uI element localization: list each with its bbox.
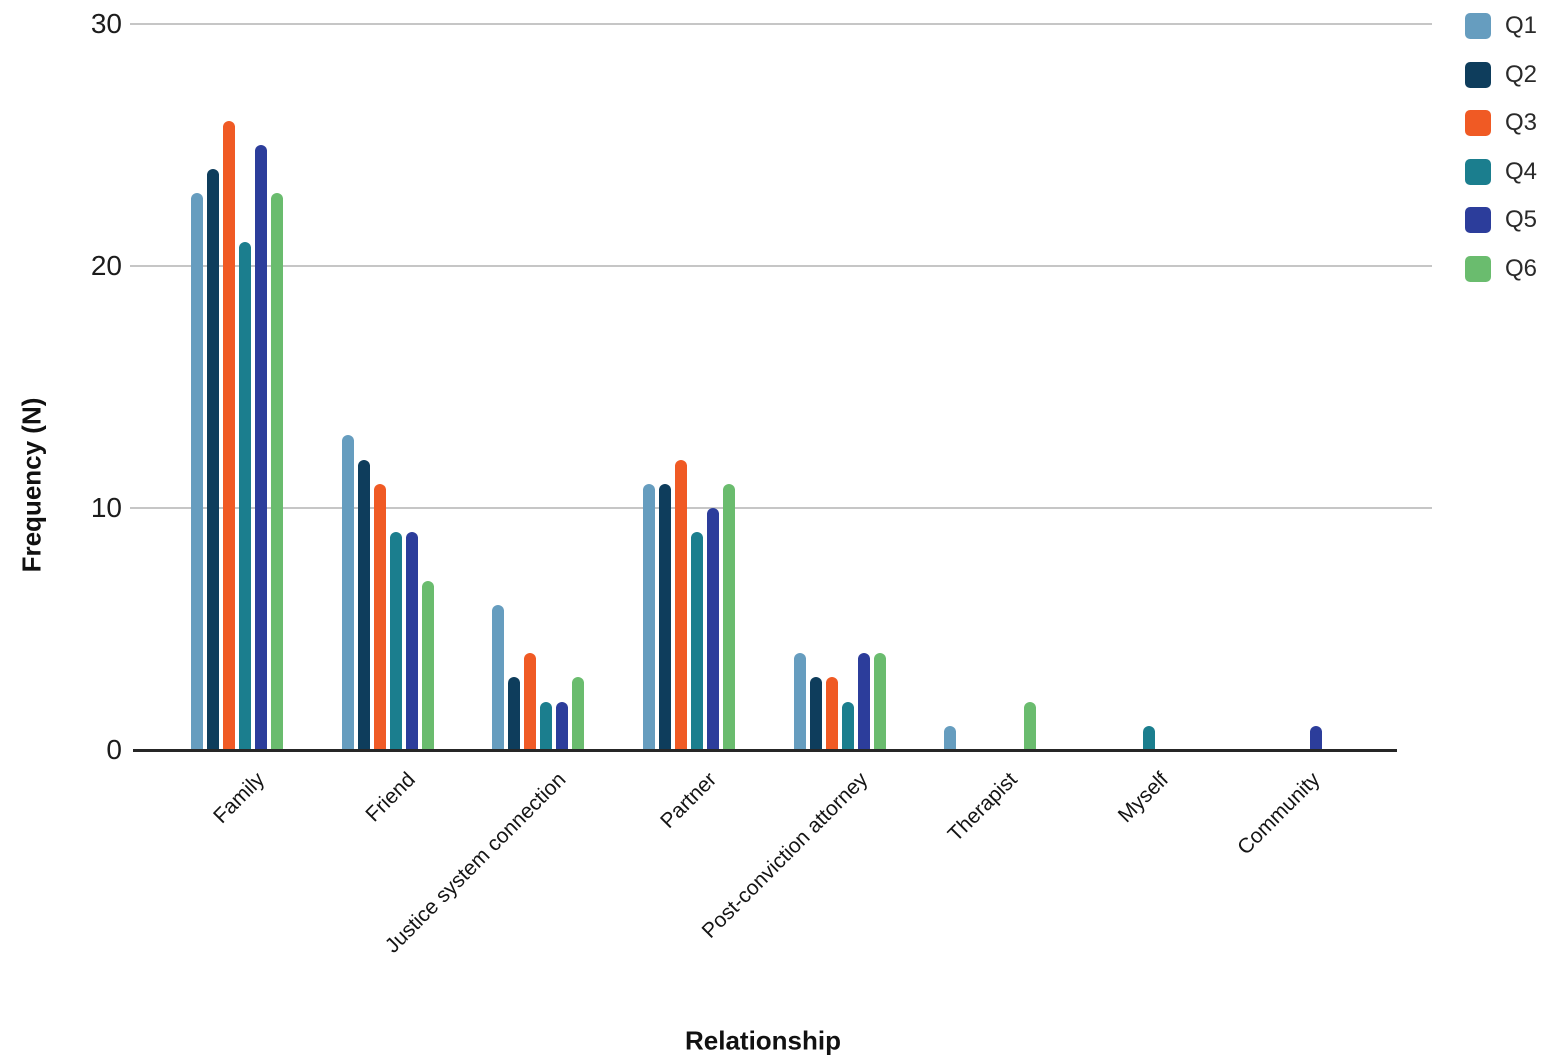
y-tick-label: 20 [90, 250, 122, 281]
bar-q3 [675, 460, 687, 750]
bar-group-partner [643, 460, 735, 750]
legend-swatch-q6 [1465, 256, 1491, 282]
bar-q6 [874, 653, 886, 750]
gridline-10 [130, 507, 1432, 509]
bar-q5 [1310, 726, 1322, 750]
bar-q3 [826, 677, 838, 750]
bar-q1 [342, 435, 354, 750]
x-tick-label: Post-conviction attorney [697, 768, 873, 943]
bar-q5 [556, 702, 568, 750]
bar-group-family [191, 121, 283, 750]
legend-label-q5: Q5 [1505, 206, 1538, 233]
bar-group-justice-system-connection [492, 605, 584, 750]
x-tick-label: Community [1232, 768, 1325, 860]
bar-q3 [374, 484, 386, 750]
bar-q5 [707, 508, 719, 750]
legend-label-q6: Q6 [1505, 255, 1538, 282]
legend-swatch-q5 [1465, 207, 1491, 233]
bar-group-therapist [944, 702, 1036, 750]
legend-swatch-q1 [1465, 13, 1491, 39]
gridline-20 [130, 265, 1432, 267]
gridline-30 [130, 23, 1432, 25]
x-tick-label: Family [209, 768, 270, 828]
legend-item-q6: Q6 [1465, 256, 1537, 282]
bar-group-myself [1095, 726, 1187, 750]
legend-item-q2: Q2 [1465, 62, 1537, 88]
bar-q6 [271, 193, 283, 750]
bar-q5 [858, 653, 870, 750]
y-axis-title: Frequency (N) [16, 397, 47, 573]
bar-q4 [390, 532, 402, 750]
bar-group-post-conviction-attorney [794, 653, 886, 750]
bar-q4 [1143, 726, 1155, 750]
bar-q1 [191, 193, 203, 750]
bar-q2 [810, 677, 822, 750]
legend-item-q1: Q1 [1465, 13, 1537, 39]
bar-q3 [524, 653, 536, 750]
bar-q2 [358, 460, 370, 750]
legend-item-q3: Q3 [1465, 110, 1537, 136]
x-tick-label: Myself [1114, 768, 1174, 828]
bar-q6 [572, 677, 584, 750]
x-tick-label: Friend [361, 768, 421, 827]
bar-q1 [643, 484, 655, 750]
bar-q4 [540, 702, 552, 750]
bar-q4 [691, 532, 703, 750]
y-tick-label: 30 [90, 8, 122, 39]
bar-q6 [422, 581, 434, 750]
bar-q3 [223, 121, 235, 750]
x-tick-label: Therapist [944, 768, 1023, 847]
x-tick-label: Justice system connection [380, 768, 571, 958]
x-axis-title: Relationship [684, 1025, 842, 1056]
legend-swatch-q3 [1465, 110, 1491, 136]
bar-q1 [944, 726, 956, 750]
legend-label-q1: Q1 [1505, 12, 1538, 39]
bar-q2 [659, 484, 671, 750]
x-axis-line [133, 748, 1397, 752]
bar-q1 [794, 653, 806, 750]
bar-group-community [1246, 726, 1338, 750]
bar-q1 [492, 605, 504, 750]
bar-q2 [508, 677, 520, 750]
legend-label-q2: Q2 [1505, 61, 1538, 88]
legend-item-q4: Q4 [1465, 159, 1537, 185]
legend-label-q4: Q4 [1505, 158, 1538, 185]
bar-q5 [406, 532, 418, 750]
y-tick-label: 0 [106, 734, 122, 765]
legend-label-q3: Q3 [1505, 109, 1538, 136]
bar-q6 [1024, 702, 1036, 750]
legend-item-q5: Q5 [1465, 207, 1537, 233]
bar-q4 [239, 242, 251, 750]
legend-swatch-q2 [1465, 62, 1491, 88]
bar-q2 [207, 169, 219, 750]
bar-q4 [842, 702, 854, 750]
bar-group-friend [342, 435, 434, 750]
x-tick-label: Partner [656, 768, 722, 833]
bar-q6 [723, 484, 735, 750]
bar-q5 [255, 145, 267, 750]
legend-swatch-q4 [1465, 159, 1491, 185]
y-tick-label: 10 [90, 492, 122, 523]
